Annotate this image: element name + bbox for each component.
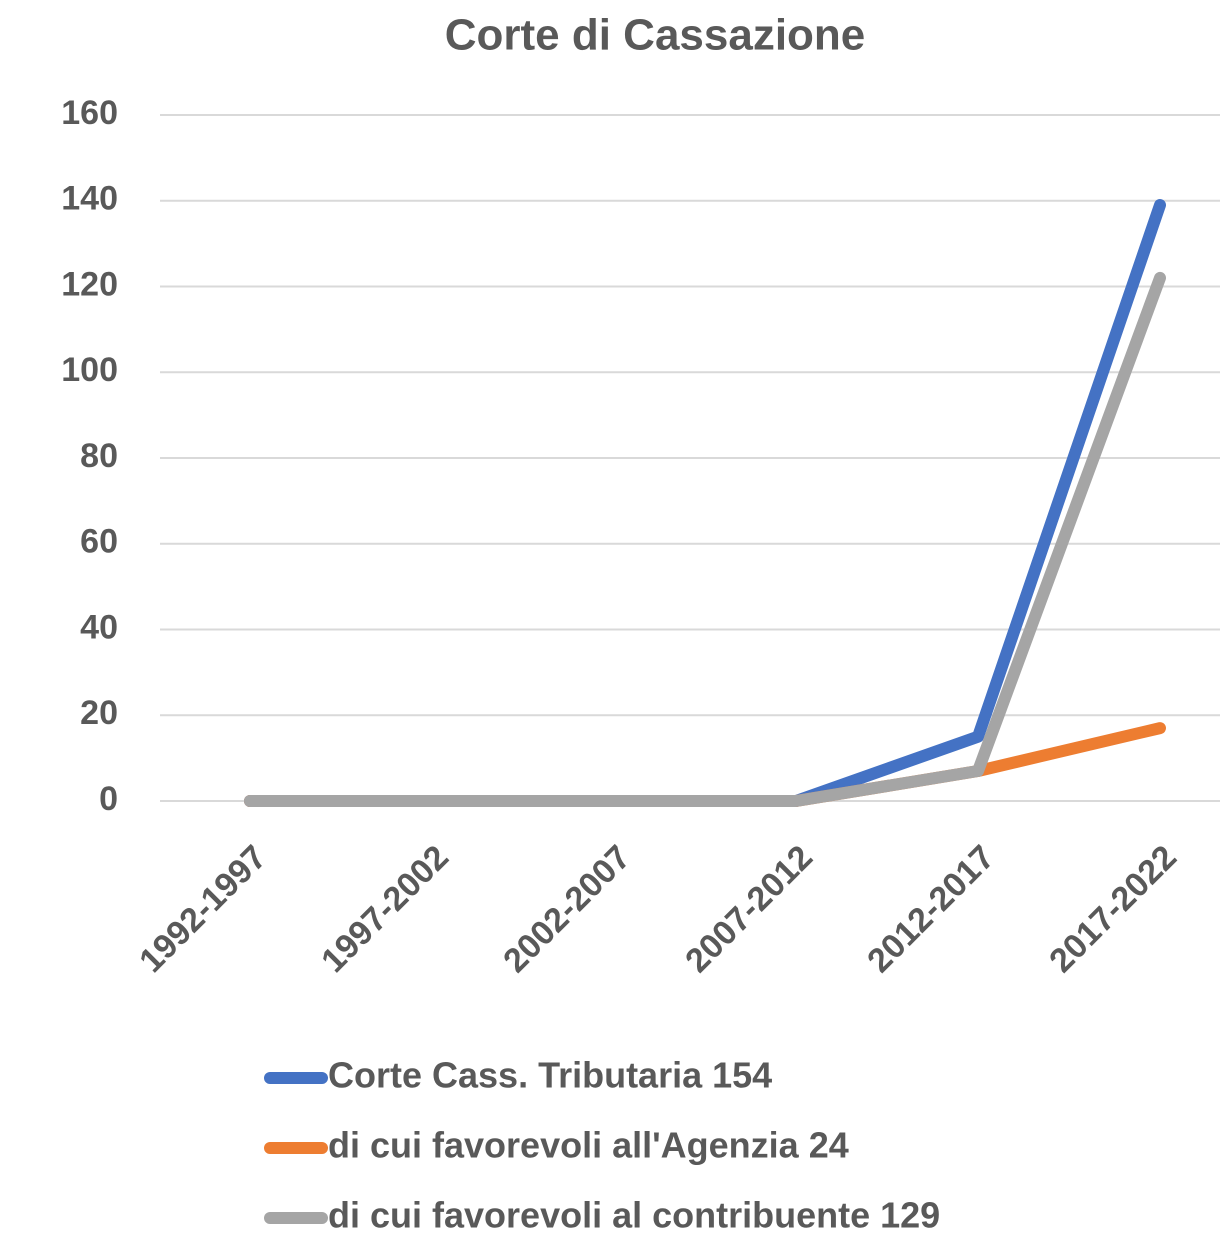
legend-label: di cui favorevoli all'Agenzia 24 <box>328 1125 849 1166</box>
y-tick-label: 160 <box>61 94 118 132</box>
x-tick-label: 2002-2007 <box>496 838 638 980</box>
y-tick-label: 80 <box>80 437 118 475</box>
series-line <box>244 271 1166 807</box>
chart-title: Corte di Cassazione <box>445 11 866 60</box>
series-line <box>244 722 1166 807</box>
x-tick-label: 1992-1997 <box>132 838 274 980</box>
y-tick-label: 100 <box>61 351 118 389</box>
y-tick-label: 0 <box>99 780 118 818</box>
x-tick-label: 2007-2012 <box>678 838 820 980</box>
y-tick-label: 20 <box>80 694 118 732</box>
y-tick-label: 140 <box>61 180 118 218</box>
y-tick-label: 40 <box>80 608 118 646</box>
y-tick-label: 120 <box>61 265 118 303</box>
y-tick-label: 60 <box>80 523 118 561</box>
x-tick-label: 2012-2017 <box>860 838 1002 980</box>
x-tick-label: 2017-2022 <box>1042 838 1184 980</box>
legend-label: Corte Cass. Tributaria 154 <box>328 1055 772 1096</box>
series-line <box>244 199 1166 807</box>
legend-label: di cui favorevoli al contribuente 129 <box>328 1195 940 1236</box>
x-tick-label: 1997-2002 <box>314 838 456 980</box>
